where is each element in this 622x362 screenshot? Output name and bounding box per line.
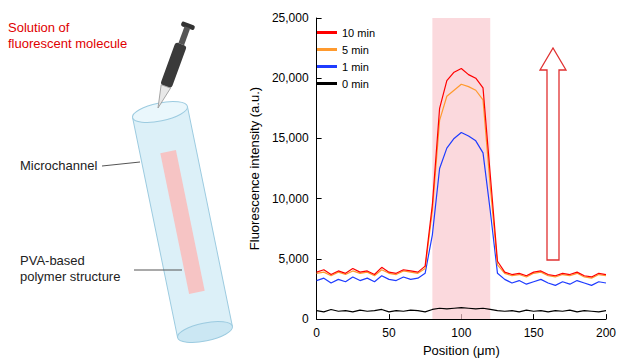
svg-text:polymer structure: polymer structure <box>20 269 120 284</box>
svg-text:5 min: 5 min <box>342 44 369 56</box>
svg-text:200: 200 <box>596 326 616 340</box>
svg-text:20,000: 20,000 <box>272 71 309 85</box>
svg-text:Position (μm): Position (μm) <box>423 343 500 358</box>
svg-text:5,000: 5,000 <box>279 252 309 266</box>
svg-text:0: 0 <box>313 326 320 340</box>
svg-text:Fluorescence intensity (a.u.): Fluorescence intensity (a.u.) <box>247 87 262 250</box>
svg-text:25,000: 25,000 <box>272 11 309 25</box>
svg-text:15,000: 15,000 <box>272 131 309 145</box>
svg-text:0: 0 <box>302 312 309 326</box>
svg-text:50: 50 <box>382 326 396 340</box>
svg-text:0 min: 0 min <box>342 78 369 90</box>
svg-text:10,000: 10,000 <box>272 192 309 206</box>
svg-text:100: 100 <box>451 326 471 340</box>
svg-text:fluorescent molecule: fluorescent molecule <box>8 36 127 51</box>
svg-text:PVA-based: PVA-based <box>20 253 85 268</box>
svg-text:Solution of: Solution of <box>8 20 70 35</box>
svg-text:1 min: 1 min <box>342 61 369 73</box>
svg-text:150: 150 <box>524 326 544 340</box>
svg-text:10 min: 10 min <box>342 27 375 39</box>
svg-text:Microchannel: Microchannel <box>20 158 97 173</box>
